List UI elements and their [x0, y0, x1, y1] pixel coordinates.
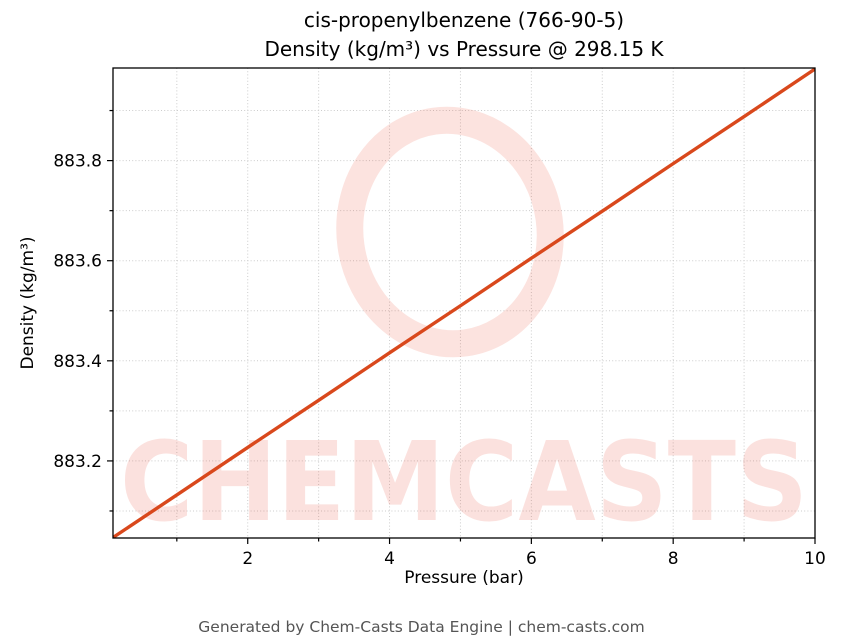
x-tick-label: 4	[384, 549, 395, 569]
y-tick-label: 883.6	[53, 252, 102, 272]
y-tick-label: 883.4	[53, 352, 102, 372]
y-tick-label: 883.2	[53, 452, 102, 472]
x-tick-label: 8	[668, 549, 679, 569]
x-axis-label: Pressure (bar)	[404, 568, 524, 588]
axes-frame	[112, 67, 816, 539]
watermark-text: CHEMCASTS	[120, 418, 808, 546]
chart-title-line2: Density (kg/m³) vs Pressure @ 298.15 K	[264, 37, 664, 61]
x-tick-label: 2	[242, 549, 253, 569]
chart-title-line1: cis-propenylbenzene (766-90-5)	[303, 8, 625, 32]
x-tick-label: 10	[804, 549, 826, 569]
y-axis-label: Density (kg/m³)	[18, 236, 38, 370]
footer-credit: Generated by Chem-Casts Data Engine | ch…	[198, 618, 645, 636]
x-tick-label: 6	[526, 549, 537, 569]
watermark-ring	[336, 106, 564, 358]
density-line	[113, 68, 815, 538]
y-tick-label: 883.8	[53, 152, 102, 172]
chart-title: cis-propenylbenzene (766-90-5) Density (…	[113, 6, 815, 64]
